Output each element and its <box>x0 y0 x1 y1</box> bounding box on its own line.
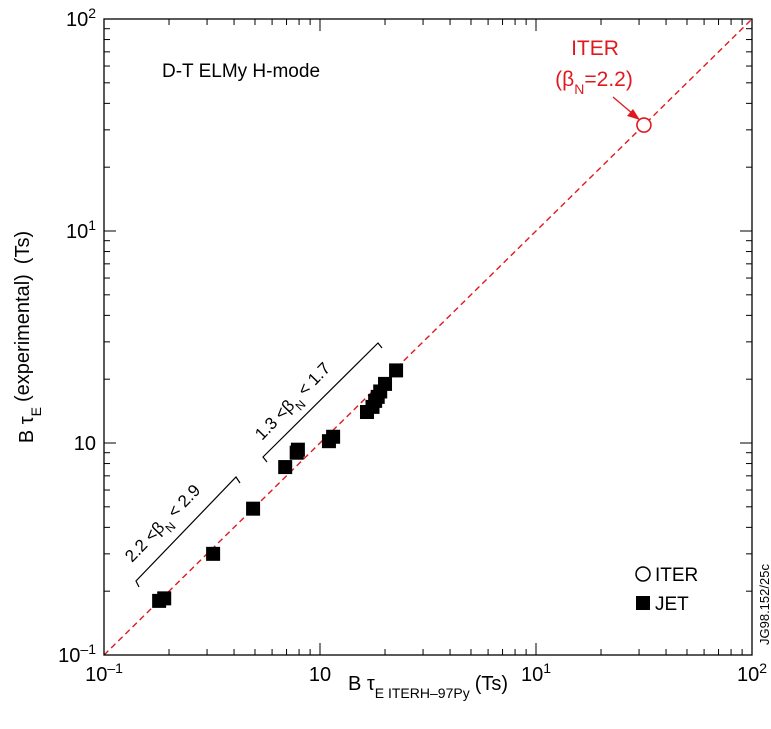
jet-point <box>290 442 305 457</box>
jet-point <box>326 429 341 444</box>
bracket-low-label: 2.2 <βN < 2.9 <box>121 481 208 570</box>
iter-annotation-beta: (βN=2.2) <box>555 68 633 97</box>
iter-annotation-label: ITER <box>571 37 619 60</box>
y-axis-label: B τE(experimental)(Ts) <box>12 231 44 443</box>
y-tick-label: 10 <box>74 433 96 455</box>
figure-id: JG98.152/25c <box>757 564 771 645</box>
bracket-high: 1.3 <βN < 1.7 <box>251 342 383 463</box>
jet-point <box>206 546 221 561</box>
y-tick-label: 10–1 <box>58 641 96 667</box>
legend-jet-label: JET <box>655 594 689 615</box>
x-tick-label: 10 <box>309 664 331 686</box>
legend: ITER JET <box>635 565 698 615</box>
y-tick-label: 101 <box>66 217 96 243</box>
x-tick-label: 10–1 <box>85 660 123 686</box>
jet-point <box>246 501 261 516</box>
identity-line <box>104 19 752 655</box>
jet-point <box>389 363 404 378</box>
y-tick-label: 102 <box>66 5 96 31</box>
iter-annotation-arrow-line <box>612 96 634 115</box>
legend-iter-label: ITER <box>655 565 698 586</box>
x-tick-label: 101 <box>521 660 551 686</box>
bracket-low: 2.2 <βN < 2.9 <box>121 476 241 588</box>
jet-point <box>278 460 293 475</box>
legend-iter-marker <box>635 566 651 582</box>
jet-point <box>157 591 172 606</box>
plot-frame <box>103 18 753 656</box>
x-axis-label: B τE ITERH–97Py (Ts) <box>348 673 508 701</box>
chart-title: D-T ELMy H-mode <box>162 61 320 82</box>
x-tick-label: 102 <box>737 660 767 686</box>
legend-jet-marker <box>636 596 650 610</box>
jet-point <box>378 376 393 391</box>
iter-point <box>636 117 652 133</box>
iter-annotation-arrowhead <box>627 109 640 120</box>
